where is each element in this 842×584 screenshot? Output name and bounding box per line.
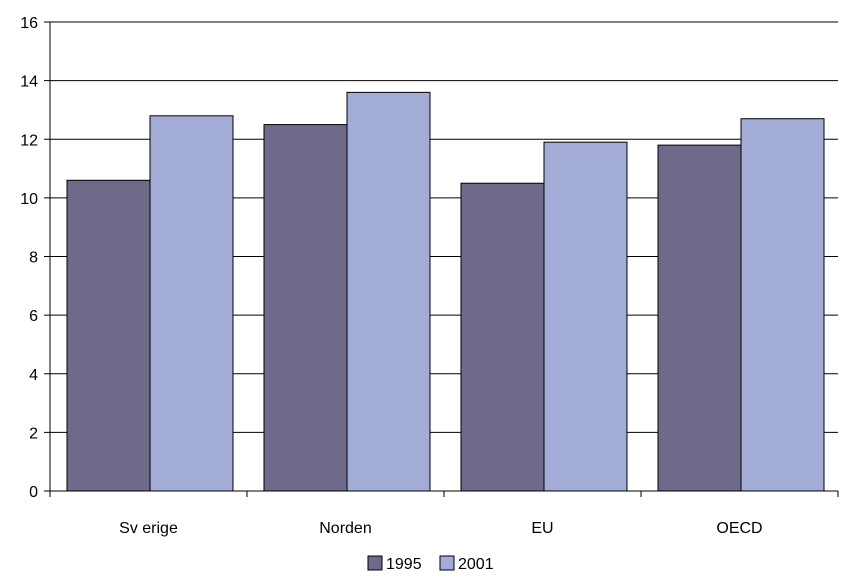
bar-2001-2 [543, 141, 628, 492]
x-axis-labels: Sv erige Norden EU OECD [119, 520, 762, 537]
y-tick-label: 0 [29, 484, 38, 501]
y-tick-label: 12 [20, 132, 38, 149]
legend-swatch-1995 [367, 555, 383, 571]
bar-2001-3 [740, 118, 825, 492]
x-category-label: OECD [716, 520, 762, 537]
x-category-label: Sv erige [119, 520, 178, 537]
legend: 1995 2001 [367, 555, 494, 573]
bar-1995-3 [657, 144, 742, 492]
y-tick-label: 14 [20, 74, 38, 91]
y-tick-label: 4 [29, 367, 38, 384]
y-tick-label: 6 [29, 308, 38, 325]
y-axis-ticks: 0 2 4 6 8 10 12 14 16 [20, 15, 50, 501]
y-tick-label: 2 [29, 425, 38, 442]
legend-label-2001: 2001 [458, 556, 494, 573]
bar-2001-1 [346, 91, 431, 492]
bar-1995-2 [460, 182, 545, 492]
x-category-label: Norden [319, 520, 371, 537]
bar-2001-0 [149, 115, 234, 492]
y-tick-label: 8 [29, 250, 38, 267]
bars [66, 91, 825, 492]
legend-label-1995: 1995 [386, 556, 422, 573]
legend-swatch-2001 [439, 555, 455, 571]
bar-1995-0 [66, 179, 151, 492]
x-category-label: EU [531, 520, 553, 537]
bar-1995-1 [263, 124, 348, 492]
y-tick-label: 10 [20, 191, 38, 208]
y-tick-label: 16 [20, 15, 38, 32]
axes [49, 22, 839, 497]
